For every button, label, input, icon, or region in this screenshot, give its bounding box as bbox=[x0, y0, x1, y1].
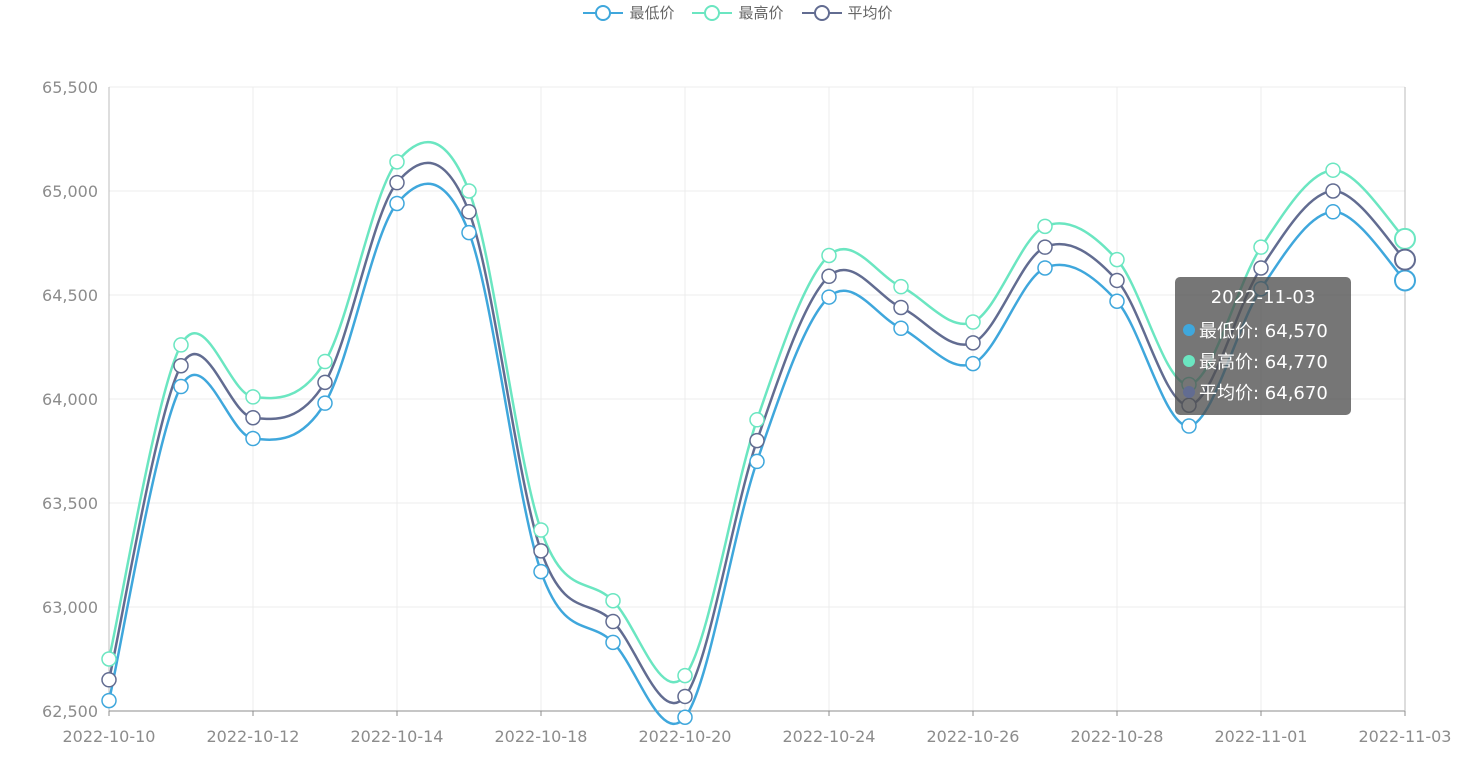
data-point bbox=[1253, 239, 1269, 255]
data-point bbox=[749, 453, 765, 470]
legend-item-avg[interactable]: 平均价 bbox=[801, 2, 893, 23]
data-point bbox=[677, 688, 693, 705]
tooltip-label-low: 最低价: 64,570 bbox=[1199, 320, 1328, 342]
data-point bbox=[821, 247, 837, 264]
data-point bbox=[389, 174, 405, 191]
data-point bbox=[1181, 418, 1197, 434]
y-tick-label: 64,000 bbox=[42, 390, 98, 409]
y-tick-label: 63,500 bbox=[42, 494, 98, 513]
x-tick-label: 2022-10-28 bbox=[1071, 727, 1164, 746]
tooltip-title: 2022-11-03 bbox=[1210, 287, 1316, 308]
legend: 最低价 最高价 平均价 bbox=[0, 2, 1476, 23]
data-point bbox=[461, 204, 477, 220]
legend-label-low: 最低价 bbox=[629, 4, 675, 22]
data-point bbox=[1037, 239, 1053, 255]
data-point bbox=[605, 593, 621, 609]
data-point bbox=[533, 522, 549, 538]
data-point bbox=[1325, 204, 1341, 220]
x-tick-label: 2022-10-20 bbox=[639, 727, 732, 746]
data-point bbox=[1394, 269, 1416, 292]
x-tick-label: 2022-11-03 bbox=[1359, 727, 1452, 746]
data-point bbox=[173, 378, 189, 395]
data-point bbox=[1109, 251, 1125, 268]
data-point bbox=[965, 314, 981, 330]
data-point bbox=[893, 278, 909, 295]
data-point bbox=[533, 563, 549, 580]
data-point bbox=[101, 692, 117, 709]
data-point bbox=[605, 613, 621, 630]
legend-item-low[interactable]: 最低价 bbox=[583, 2, 674, 23]
data-point bbox=[749, 432, 765, 449]
x-tick-label: 2022-10-12 bbox=[207, 727, 300, 746]
data-point bbox=[173, 337, 189, 353]
y-tick-label: 65,500 bbox=[42, 78, 98, 97]
data-point bbox=[317, 374, 333, 391]
data-point bbox=[317, 395, 333, 411]
data-point bbox=[461, 224, 477, 241]
data-point bbox=[245, 389, 261, 405]
tooltip-dot-low bbox=[1183, 323, 1195, 336]
tooltip-label-high: 最高价: 64,770 bbox=[1199, 351, 1328, 373]
data-point bbox=[101, 651, 117, 667]
data-point bbox=[245, 409, 261, 426]
data-point bbox=[389, 195, 405, 212]
data-point bbox=[749, 412, 765, 428]
y-tick-label: 63,000 bbox=[42, 598, 98, 617]
data-point bbox=[821, 268, 837, 285]
legend-item-high[interactable]: 最高价 bbox=[692, 2, 784, 23]
legend-label-high: 最高价 bbox=[738, 4, 784, 22]
data-point bbox=[1037, 218, 1053, 235]
x-tick-label: 2022-10-14 bbox=[351, 727, 444, 746]
data-point bbox=[965, 335, 981, 351]
data-point bbox=[101, 672, 117, 688]
data-point bbox=[1253, 260, 1269, 276]
data-point bbox=[1394, 227, 1416, 250]
data-point bbox=[245, 430, 261, 447]
x-tick-label: 2022-10-26 bbox=[927, 727, 1020, 746]
series-line-0 bbox=[107, 182, 1406, 726]
y-tick-label: 64,500 bbox=[42, 286, 98, 305]
legend-label-avg: 平均价 bbox=[847, 4, 893, 22]
tooltip-row-avg: 平均价: 64,670 bbox=[1183, 376, 1343, 407]
tooltip-row-low: 最低价: 64,570 bbox=[1183, 314, 1343, 345]
data-point bbox=[605, 634, 621, 651]
data-point bbox=[173, 357, 189, 374]
y-tick-label: 65,000 bbox=[42, 182, 98, 201]
tooltip-label-avg: 平均价: 64,670 bbox=[1199, 382, 1328, 404]
x-tick-label: 2022-10-18 bbox=[495, 727, 588, 746]
data-point bbox=[1109, 272, 1125, 289]
legend-avg-icon bbox=[801, 4, 842, 21]
tooltip: 2022-11-03 最低价: 64,570 最高价: 64,770 平均价: … bbox=[1175, 277, 1351, 415]
data-point bbox=[821, 289, 837, 305]
data-point bbox=[389, 154, 405, 170]
data-point bbox=[893, 320, 909, 337]
data-point bbox=[461, 183, 477, 199]
tooltip-dot-avg bbox=[1183, 385, 1195, 398]
data-point bbox=[1109, 293, 1125, 309]
data-point bbox=[317, 353, 333, 370]
data-point bbox=[1325, 183, 1341, 199]
data-point bbox=[893, 299, 909, 316]
x-tick-label: 2022-10-10 bbox=[63, 727, 156, 746]
y-tick-label: 62,500 bbox=[42, 702, 98, 721]
data-point bbox=[965, 355, 981, 372]
data-point bbox=[677, 667, 693, 684]
legend-low-icon bbox=[583, 4, 624, 21]
data-point bbox=[1394, 248, 1416, 271]
tooltip-row-high: 最高价: 64,770 bbox=[1183, 345, 1343, 376]
data-point bbox=[533, 543, 549, 559]
data-point bbox=[1325, 162, 1341, 178]
data-point bbox=[677, 709, 693, 725]
legend-high-icon bbox=[692, 4, 733, 21]
x-tick-label: 2022-11-01 bbox=[1215, 727, 1308, 746]
x-tick-label: 2022-10-24 bbox=[783, 727, 876, 746]
data-point bbox=[1037, 260, 1053, 276]
tooltip-dot-high bbox=[1183, 354, 1195, 367]
